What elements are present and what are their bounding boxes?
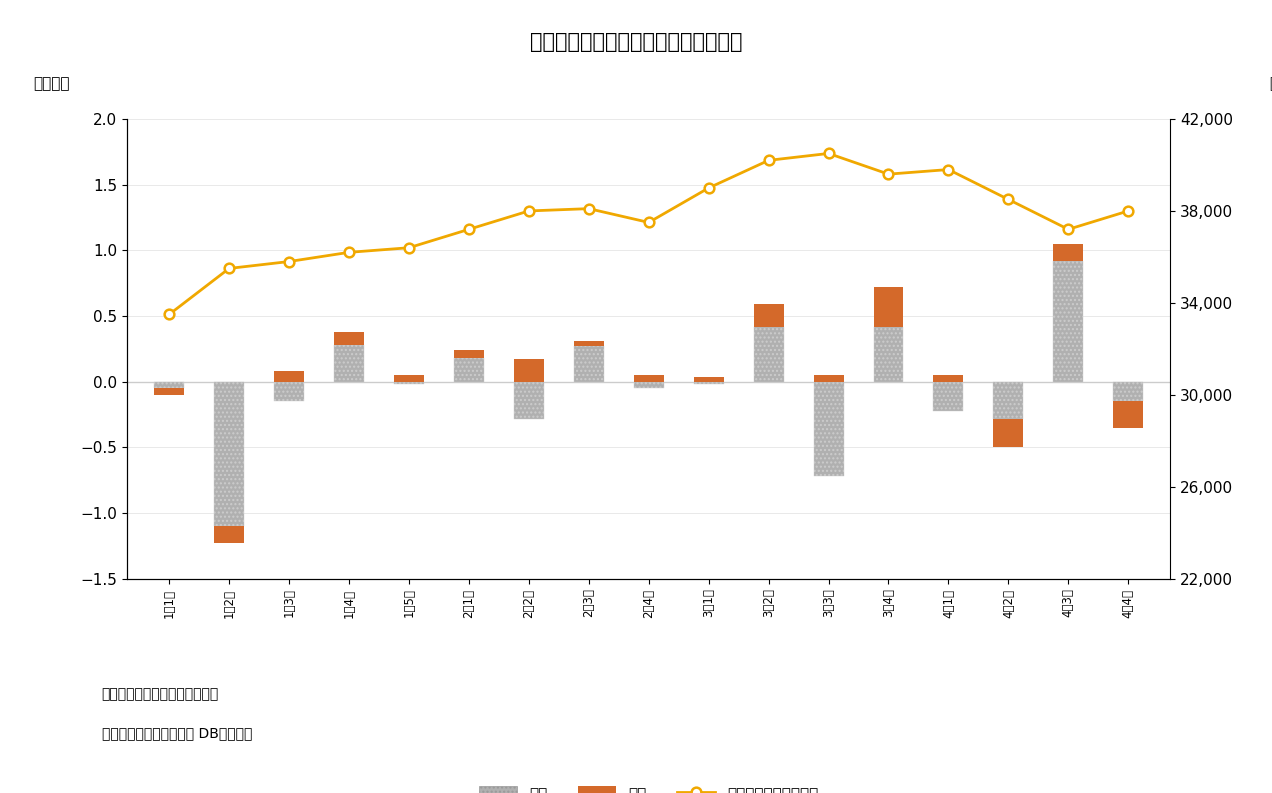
Bar [574,341,604,347]
Bar [753,305,784,327]
Bar [394,375,424,381]
Bar [1113,381,1144,401]
Bar [1053,261,1084,381]
Bar [753,327,784,381]
Bar [934,381,963,411]
Legend: 現物, 先物, 日経平均株価〈右軸〉: 現物, 先物, 日経平均株価〈右軸〉 [473,780,824,793]
Bar [154,381,184,389]
Bar [1113,401,1144,427]
Text: 図表２　個人は２カ月連続の買い越し: 図表２ 個人は２カ月連続の買い越し [529,32,743,52]
Bar [574,347,604,381]
Bar [814,375,843,381]
Bar [693,381,724,385]
Bar [633,381,664,389]
Bar [394,381,424,385]
Bar [874,287,903,327]
Bar [214,381,244,527]
Bar [993,419,1024,447]
Text: 〈兆円〉: 〈兆円〉 [33,76,70,91]
Bar [273,371,304,381]
Bar [514,359,544,381]
Bar [454,351,483,358]
Bar [214,527,244,543]
Bar [454,358,483,381]
Text: 〈円〉: 〈円〉 [1269,76,1272,91]
Bar [154,389,184,395]
Bar [693,377,724,381]
Bar [934,375,963,381]
Bar [633,375,664,381]
Bar [514,381,544,419]
Bar [814,381,843,477]
Text: （注）個人の現物と先物、週次: （注）個人の現物と先物、週次 [102,687,219,701]
Bar [335,345,364,381]
Bar [993,381,1024,419]
Bar [1053,243,1084,261]
Bar [273,381,304,401]
Text: （資料）ニッセイ基礎研 DBから作成: （資料）ニッセイ基礎研 DBから作成 [102,726,252,741]
Bar [335,331,364,345]
Bar [874,327,903,381]
